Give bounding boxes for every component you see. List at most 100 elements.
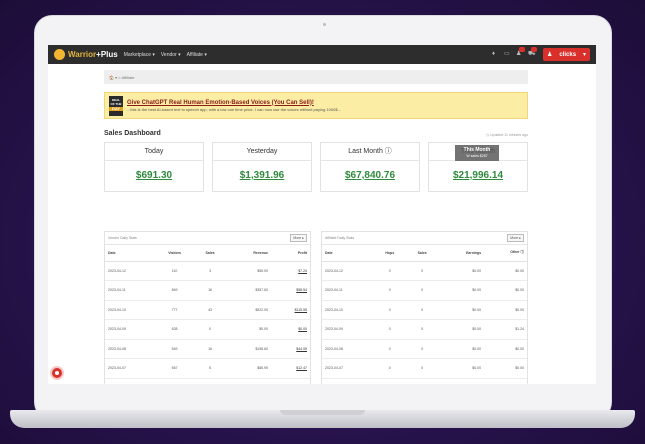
table-row: 2023-04-09 0 0 $0.00 $1.24 bbox=[322, 319, 527, 340]
table-cell: 0 bbox=[373, 378, 406, 384]
table-cell[interactable]: $12.47 bbox=[270, 358, 310, 379]
table-row: 2023-04-11 0 0 $0.00 $0.00 bbox=[322, 280, 527, 301]
table-cell: 2023-04-09 bbox=[322, 319, 374, 340]
table-cell: $0.00 bbox=[438, 358, 485, 379]
card-last-month: Last Month ⓘ $67,840.76 bbox=[320, 142, 420, 192]
brand-mark-icon bbox=[54, 49, 65, 60]
notifications-icon[interactable]: ♟ bbox=[516, 47, 525, 58]
table-cell[interactable]: $44.05 bbox=[270, 339, 310, 359]
microphone-icon[interactable]: ♦ bbox=[492, 51, 496, 57]
table-cell: 2023-04-08 bbox=[322, 339, 374, 359]
table-cell: 0 bbox=[373, 339, 406, 359]
table-cell: $522.00 bbox=[225, 300, 271, 320]
table-cell: $0.00 bbox=[225, 319, 271, 340]
col-sales: Sales bbox=[405, 245, 439, 262]
affiliate-stats-panel: Affiliate Daily Stats More ▸ Date Hops S… bbox=[321, 231, 528, 384]
table-row: 2023-04-12 0 0 $0.00 $0.00 bbox=[322, 261, 527, 281]
table-cell: 2023-04-07 bbox=[322, 358, 374, 379]
affiliate-more-button[interactable]: More ▸ bbox=[507, 234, 524, 242]
table-cell[interactable]: $115.55 bbox=[270, 300, 310, 320]
table-cell: 43 bbox=[194, 300, 226, 320]
table-cell[interactable]: $58.54 bbox=[270, 280, 310, 301]
chevron-down-icon: ▾ bbox=[582, 52, 586, 58]
table-cell[interactable]: $0.00 bbox=[270, 319, 310, 340]
table-cell: $0.00 bbox=[438, 280, 485, 301]
table-cell: 0 bbox=[405, 300, 439, 320]
card-yesterday: Yesterday $1,391.96 bbox=[212, 142, 312, 192]
clock-icon: ◷ bbox=[486, 133, 490, 137]
table-cell: $0.00 bbox=[438, 319, 485, 340]
col-hops: Hops bbox=[373, 245, 406, 262]
col-sales: Sales bbox=[194, 245, 226, 262]
dashboard-header: Sales Dashboard ◷ Updated 11 minutes ago bbox=[104, 125, 528, 137]
vendor-more-button[interactable]: More ▸ bbox=[290, 234, 307, 242]
table-cell: 0 bbox=[405, 339, 439, 359]
table-cell: 2023-04-10 bbox=[322, 300, 374, 320]
table-cell: 2023-04-09 bbox=[105, 319, 155, 340]
table-row: 2023-04-10 0 0 $0.00 $0.00 bbox=[322, 300, 527, 320]
laptop-notch bbox=[280, 410, 365, 415]
cart-badge bbox=[531, 47, 537, 52]
table-cell: $0.00 bbox=[438, 300, 485, 320]
table-cell: 5 bbox=[194, 358, 226, 379]
brand-name-part2: +Plus bbox=[96, 50, 118, 59]
col-visitors: Visitors bbox=[154, 245, 195, 262]
deal-badge-line1: DEAL bbox=[111, 97, 121, 102]
table-cell: 16 bbox=[194, 339, 226, 359]
card-value[interactable]: $67,840.76 bbox=[344, 170, 396, 181]
table-cell: 13 bbox=[194, 378, 226, 384]
stats-cards: Today $691.30 Yesterday $1,391.96 Last M… bbox=[104, 142, 528, 192]
page-title: Sales Dashboard bbox=[104, 130, 161, 137]
table-cell[interactable]: $7.24 bbox=[270, 261, 310, 281]
table-cell[interactable]: $31.20 bbox=[270, 378, 310, 384]
table-cell: $85.95 bbox=[225, 358, 271, 379]
stats-tables: Vendor Daily Stats More ▸ Date Visitors … bbox=[104, 231, 528, 384]
table-cell: $0.00 bbox=[484, 280, 527, 301]
table-row: 2023-04-11 849 16 $357.60 $58.54 bbox=[105, 280, 310, 301]
col-other: Other ⓘ bbox=[484, 245, 527, 262]
card-value[interactable]: $21,996.14 bbox=[452, 170, 504, 181]
table-cell: 2023-04-06 bbox=[105, 378, 155, 384]
user-menu-button[interactable]: ♟ clicks ▾ bbox=[543, 48, 590, 61]
table-cell: 0 bbox=[405, 358, 439, 379]
breadcrumb[interactable]: 🏠 ▾ > Affiliate bbox=[104, 70, 528, 84]
col-profit: Profit bbox=[270, 245, 310, 262]
vendor-panel-title: Vendor Daily Stats bbox=[108, 236, 137, 240]
tooltip: This Month W sales $287 bbox=[455, 145, 499, 161]
deal-title-link[interactable]: Give ChatGPT Real Human Emotion-Based Vo… bbox=[127, 99, 314, 106]
brand-logo[interactable]: Warrior +Plus bbox=[54, 49, 118, 60]
col-earnings: Earnings bbox=[438, 245, 485, 262]
deal-badge-line2: OF THE bbox=[110, 101, 122, 106]
card-this-month: This Month $21,996.14 This Month W sales… bbox=[428, 142, 528, 192]
affiliate-panel-title: Affiliate Daily Stats bbox=[325, 236, 355, 240]
vendor-stats-panel: Vendor Daily Stats More ▸ Date Visitors … bbox=[104, 231, 311, 384]
deal-badge-line3: DAY bbox=[109, 106, 123, 111]
table-cell: 777 bbox=[154, 300, 195, 320]
table-cell: $0.00 bbox=[484, 300, 527, 320]
updated-timestamp: ◷ Updated 11 minutes ago bbox=[486, 133, 528, 137]
table-cell: 0 bbox=[373, 280, 406, 301]
table-row: 2023-04-08 0 0 $0.00 $0.00 bbox=[322, 339, 527, 359]
menu-affiliate[interactable]: Affiliate ▾ bbox=[186, 51, 207, 58]
table-row: 2023-04-10 777 43 $522.00 $115.55 bbox=[105, 300, 310, 320]
main-menu: Marketplace ▾ Vendor ▾ Affiliate ▾ bbox=[124, 52, 213, 58]
menu-vendor[interactable]: Vendor ▾ bbox=[160, 51, 181, 58]
card-value[interactable]: $1,391.96 bbox=[239, 170, 285, 181]
inbox-icon[interactable]: ▭ bbox=[504, 51, 510, 57]
table-cell: 16 bbox=[194, 280, 226, 301]
menu-marketplace[interactable]: Marketplace ▾ bbox=[123, 51, 155, 58]
table-cell: 0 bbox=[373, 319, 406, 340]
table-row: 2023-04-08 549 16 $198.60 $44.05 bbox=[105, 339, 310, 359]
record-dot-icon bbox=[55, 371, 59, 375]
table-cell: 0 bbox=[373, 300, 406, 320]
laptop-base bbox=[10, 410, 635, 428]
table-cell: $0.00 bbox=[484, 378, 527, 384]
cart-icon[interactable]: ⛟ bbox=[528, 47, 537, 58]
card-label: Today bbox=[105, 143, 203, 161]
table-cell: 0 bbox=[405, 378, 439, 384]
record-button[interactable] bbox=[50, 366, 64, 380]
card-value[interactable]: $691.30 bbox=[135, 170, 173, 181]
card-label: Last Month ⓘ bbox=[321, 143, 419, 161]
browser-screen: Warrior +Plus Marketplace ▾ Vendor ▾ Affi… bbox=[48, 45, 596, 384]
table-row: 2023-04-0600$0.00$0.00 bbox=[322, 378, 527, 384]
